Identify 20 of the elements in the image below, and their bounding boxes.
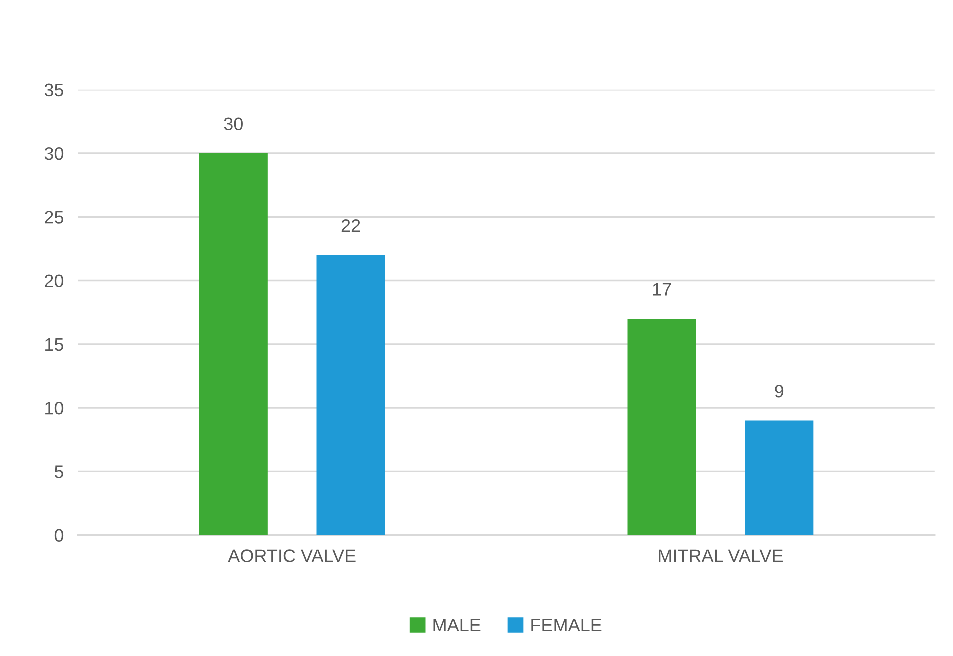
y-tick-label: 20 xyxy=(45,274,64,288)
bar xyxy=(199,154,268,536)
y-tick-label: 30 xyxy=(44,147,64,160)
y-tick-label: 25 xyxy=(45,211,64,224)
legend-label: MALE xyxy=(434,619,481,632)
y-tick-label: 0 xyxy=(54,529,64,542)
x-tick-label: AORTIC VALVE xyxy=(228,550,356,562)
data-label: 9 xyxy=(775,384,784,398)
x-tick-label: MITRAL VALVE xyxy=(659,550,783,562)
y-tick-label: 10 xyxy=(46,402,64,415)
legend-label: FEMALE xyxy=(532,619,602,632)
bar xyxy=(745,420,814,536)
y-tick-label: 35 xyxy=(44,84,64,97)
bar xyxy=(316,255,386,536)
data-label: 30 xyxy=(224,118,243,130)
y-tick-label: 5 xyxy=(54,466,64,478)
data-label: 22 xyxy=(342,220,360,232)
y-tick-label: 15 xyxy=(46,338,64,352)
data-label: 17 xyxy=(653,283,672,296)
bar xyxy=(628,318,696,536)
